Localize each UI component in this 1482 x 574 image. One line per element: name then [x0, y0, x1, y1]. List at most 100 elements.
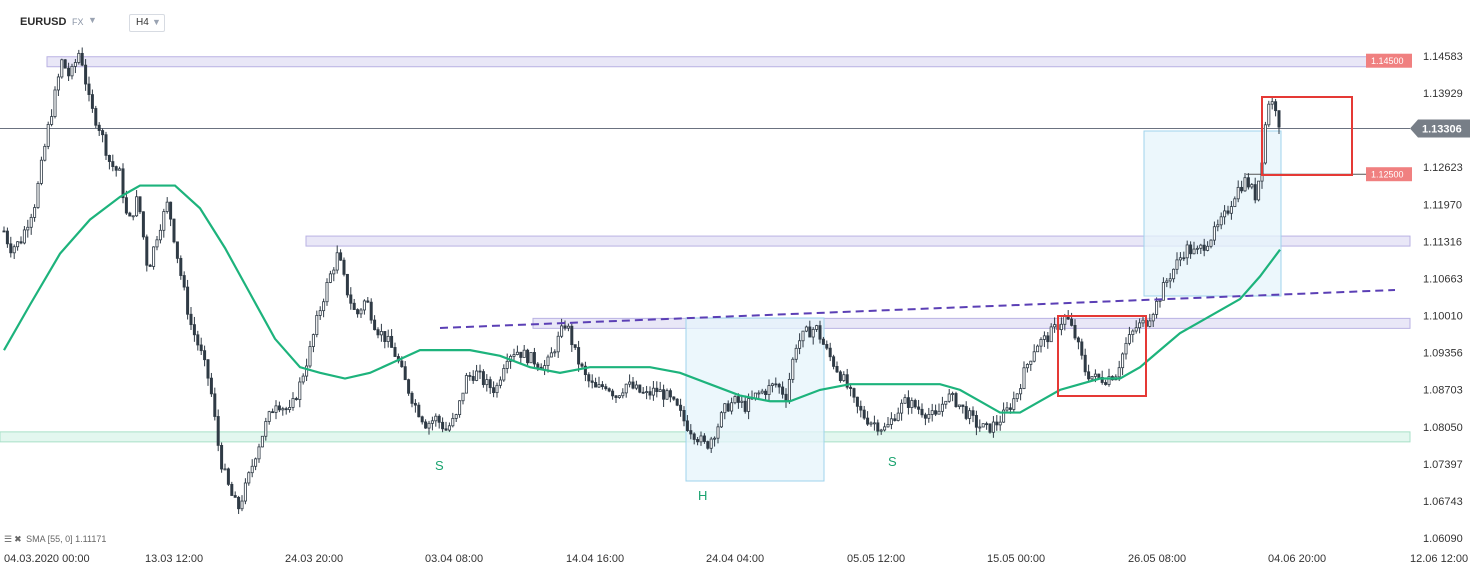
candle-body: [957, 404, 961, 407]
candle: [886, 416, 890, 428]
candle-body: [570, 325, 574, 346]
candle-body: [594, 382, 598, 388]
candle-body: [515, 351, 519, 355]
candle: [332, 267, 336, 282]
candle-body: [352, 302, 356, 310]
timeframe-selector[interactable]: H4 ▼: [129, 14, 165, 32]
candle-body: [597, 384, 601, 388]
y-tick-label: 1.08050: [1423, 422, 1463, 434]
symbol-selector[interactable]: EURUSD: [20, 16, 67, 28]
candle: [274, 400, 278, 420]
neckline-trendline: [439, 289, 1396, 329]
candle-body: [9, 243, 13, 254]
chart-header: EURUSD FX ▼ H4 ▼: [0, 0, 400, 40]
candle: [118, 166, 122, 171]
candle: [566, 323, 570, 332]
candle-body: [532, 352, 536, 365]
candle-body: [1097, 373, 1101, 378]
candle: [145, 234, 149, 272]
candle-body: [141, 211, 145, 238]
candle: [104, 131, 108, 161]
candle: [53, 86, 57, 119]
candle-body: [420, 416, 424, 423]
candle: [128, 211, 132, 217]
candle-body: [305, 365, 309, 377]
candle-body: [1015, 393, 1019, 400]
candle-body: [70, 65, 74, 77]
candle-body: [386, 335, 390, 342]
candle-body: [1148, 320, 1152, 327]
candle-body: [243, 482, 247, 502]
candle: [723, 403, 727, 420]
candle-body: [376, 329, 380, 336]
candle-body: [77, 52, 81, 63]
candle-body: [73, 62, 77, 67]
candle-body: [26, 226, 30, 231]
candle: [930, 403, 934, 422]
candle-body: [12, 246, 16, 254]
y-tick-label: 1.06743: [1423, 496, 1463, 508]
candle-body: [19, 241, 23, 244]
candle: [260, 435, 264, 448]
list-icon[interactable]: ☰: [4, 534, 13, 544]
candle: [107, 154, 111, 170]
candle-body: [937, 410, 941, 415]
candle-body: [529, 352, 533, 364]
candle-body: [818, 325, 822, 340]
current-price-label: 1.13306: [1422, 123, 1462, 135]
candle: [43, 143, 47, 162]
candle: [162, 208, 166, 238]
candle-body: [825, 343, 829, 349]
candle-body: [53, 89, 57, 117]
candle-body: [135, 196, 139, 217]
candle: [668, 388, 672, 403]
candle-body: [138, 196, 142, 213]
candle: [135, 190, 139, 217]
candle: [475, 364, 479, 382]
candle: [577, 340, 581, 372]
candle-body: [247, 472, 251, 484]
candle: [709, 436, 713, 453]
candle-body: [940, 403, 944, 412]
x-tick-label: 24.04 04:00: [706, 553, 764, 565]
candle: [869, 421, 873, 427]
candle-body: [311, 334, 315, 347]
pattern-label-left-shoulder: S: [435, 458, 444, 473]
candle: [689, 424, 693, 440]
candle-body: [903, 397, 907, 404]
candle: [1236, 180, 1240, 203]
candle-body: [1267, 103, 1271, 126]
candle: [437, 414, 441, 429]
candle-body: [430, 420, 434, 424]
candle-body: [502, 368, 506, 381]
close-icon[interactable]: ✖: [14, 534, 22, 544]
candle-body: [964, 406, 968, 419]
candle: [121, 163, 125, 204]
candle-body: [954, 393, 958, 407]
candle: [471, 370, 475, 384]
candle: [764, 388, 768, 400]
candle-body: [991, 421, 995, 433]
candle: [808, 320, 812, 338]
candle: [420, 415, 424, 425]
candle: [345, 273, 349, 298]
candle-body: [325, 282, 329, 303]
candle: [563, 320, 567, 331]
zone-resistance-0: [46, 56, 1411, 68]
candle-body: [1012, 398, 1016, 410]
candle-body: [689, 430, 693, 435]
candle: [1124, 337, 1128, 360]
candle-body: [1175, 259, 1179, 270]
candle: [944, 400, 948, 409]
highlight-box-resistance-test: [1261, 96, 1353, 176]
candle: [1073, 319, 1077, 341]
candle-body: [383, 331, 387, 342]
y-axis: 1.14583 1.13929 1.12623 1.11970 1.11316 1.106…: [1423, 51, 1463, 545]
candle: [583, 361, 587, 382]
candle: [553, 349, 557, 357]
candle: [801, 330, 805, 348]
chevron-down-icon[interactable]: ▼: [88, 15, 97, 25]
candle-body: [250, 465, 254, 474]
candle: [957, 404, 961, 410]
